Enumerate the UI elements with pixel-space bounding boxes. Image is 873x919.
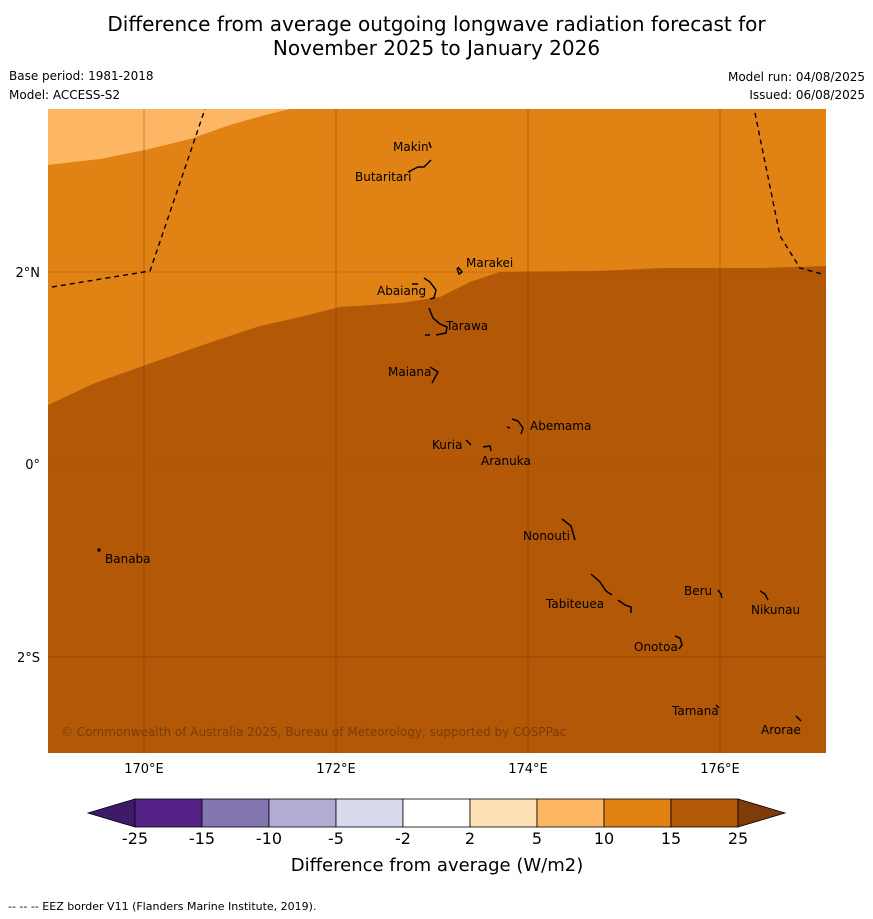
island-label-makin: Makin	[393, 140, 429, 154]
colorbar-segment	[335, 798, 404, 828]
forecast-map: Makin Butaritari Marakei Abaiang Tarawa …	[16, 109, 826, 876]
colorbar-tick-label: -2	[395, 829, 411, 848]
island-label-aranuka: Aranuka	[481, 454, 531, 468]
colorbar-extend-high	[737, 798, 787, 828]
colorbar-segment	[201, 798, 270, 828]
lat-tick-0: 0°	[25, 458, 40, 473]
lon-tick-170e: 170°E	[124, 762, 164, 777]
colorbar-tick-label: 25	[728, 829, 748, 848]
copyright-notice: © Commonwealth of Australia 2025, Bureau…	[61, 725, 566, 739]
island-label-nonouti: Nonouti	[523, 529, 570, 543]
island-label-tarawa: Tarawa	[445, 319, 488, 333]
lon-tick-174e: 174°E	[508, 762, 548, 777]
title-line-1: Difference from average outgoing longwav…	[107, 12, 766, 36]
island-label-beru: Beru	[684, 584, 712, 598]
colorbar-tick-label: -25	[122, 829, 148, 848]
island-labels: Makin Butaritari Marakei Abaiang Tarawa …	[105, 140, 801, 737]
graticule	[48, 109, 826, 753]
title-line-2: November 2025 to January 2026	[272, 36, 601, 60]
colorbar-tick-label: -15	[189, 829, 215, 848]
region-15-25	[48, 266, 826, 753]
model-name: Model: ACCESS-S2	[9, 88, 121, 102]
lat-tick-2s: 2°S	[17, 651, 40, 666]
colorbar-segment	[402, 798, 471, 828]
colorbar-segment	[268, 798, 337, 828]
island-label-tabiteuea: Tabiteuea	[545, 597, 604, 611]
colorbar: -25 -15 -10 -5 -2 2 5 10 15 25	[86, 798, 787, 848]
island-label-kuria: Kuria	[432, 438, 463, 452]
colorbar-tick-label: 5	[532, 829, 542, 848]
colorbar-segment	[469, 798, 538, 828]
region-5-10	[48, 109, 290, 165]
issued-date: Issued: 06/08/2025	[749, 88, 865, 102]
lon-tick-176e: 176°E	[700, 762, 740, 777]
colorbar-extend-low	[86, 798, 136, 828]
island-label-arorae: Arorae	[761, 723, 801, 737]
colorbar-tick-label: -10	[256, 829, 282, 848]
chart-title: Difference from average outgoing longwav…	[0, 12, 873, 60]
island-label-abemama: Abemama	[530, 419, 591, 433]
island-outlines	[97, 141, 802, 722]
model-run: Model run: 04/08/2025	[727, 70, 865, 84]
colorbar-tick-label: 2	[465, 829, 475, 848]
island-label-banaba: Banaba	[105, 552, 151, 566]
colorbar-tick-label: 10	[594, 829, 614, 848]
colorbar-segment	[670, 798, 739, 828]
eez-border-credit: -- -- -- EEZ border V11 (Flanders Marine…	[8, 900, 317, 913]
eez-borders	[51, 109, 823, 288]
colorbar-segment	[603, 798, 672, 828]
island-label-tamana: Tamana	[671, 704, 719, 718]
island-label-maiana: Maiana	[388, 365, 431, 379]
island-label-marakei: Marakei	[466, 256, 513, 270]
island-label-butaritari: Butaritari	[355, 170, 412, 184]
lon-tick-172e: 172°E	[316, 762, 356, 777]
lat-lon-ticks: 2°N 0° 2°S 170°E 172°E 174°E 176°E	[16, 266, 740, 777]
colorbar-segment	[536, 798, 605, 828]
colorbar-label: Difference from average (W/m2)	[291, 855, 583, 876]
island-label-onotoa: Onotoa	[634, 640, 678, 654]
colorbar-tick-label: 15	[661, 829, 681, 848]
colorbar-segment	[134, 798, 203, 828]
lat-tick-2n: 2°N	[16, 266, 41, 281]
island-label-abaiang: Abaiang	[377, 284, 426, 298]
base-period: Base period: 1981-2018	[9, 69, 154, 83]
island-label-nikunau: Nikunau	[751, 603, 800, 617]
colorbar-tick-label: -5	[328, 829, 344, 848]
